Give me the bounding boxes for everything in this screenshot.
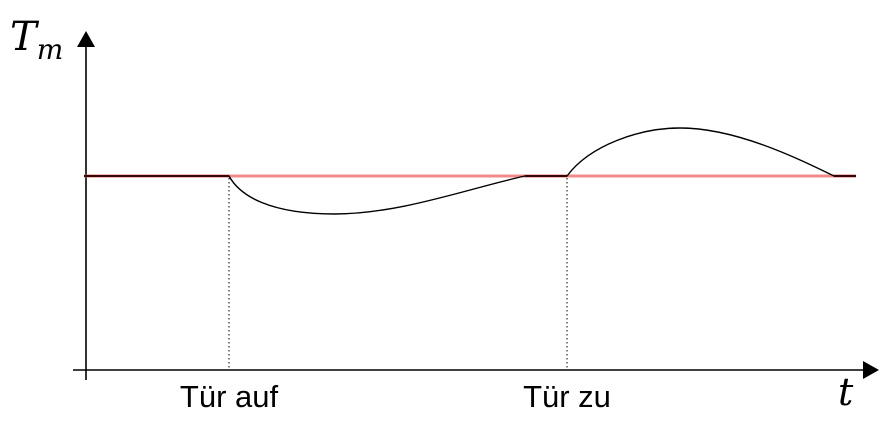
door-close-label: Tür zu <box>523 379 611 414</box>
x-axis-label: t <box>838 370 854 414</box>
y-axis-label: Tm <box>10 14 63 66</box>
x-axis-arrow <box>863 361 879 379</box>
y-axis-label-base: T <box>10 14 40 60</box>
door-open-label: Tür auf <box>180 379 279 414</box>
y-axis-label-subscript: m <box>37 33 64 66</box>
y-axis-arrow <box>77 31 95 47</box>
temperature-curve <box>84 127 856 215</box>
